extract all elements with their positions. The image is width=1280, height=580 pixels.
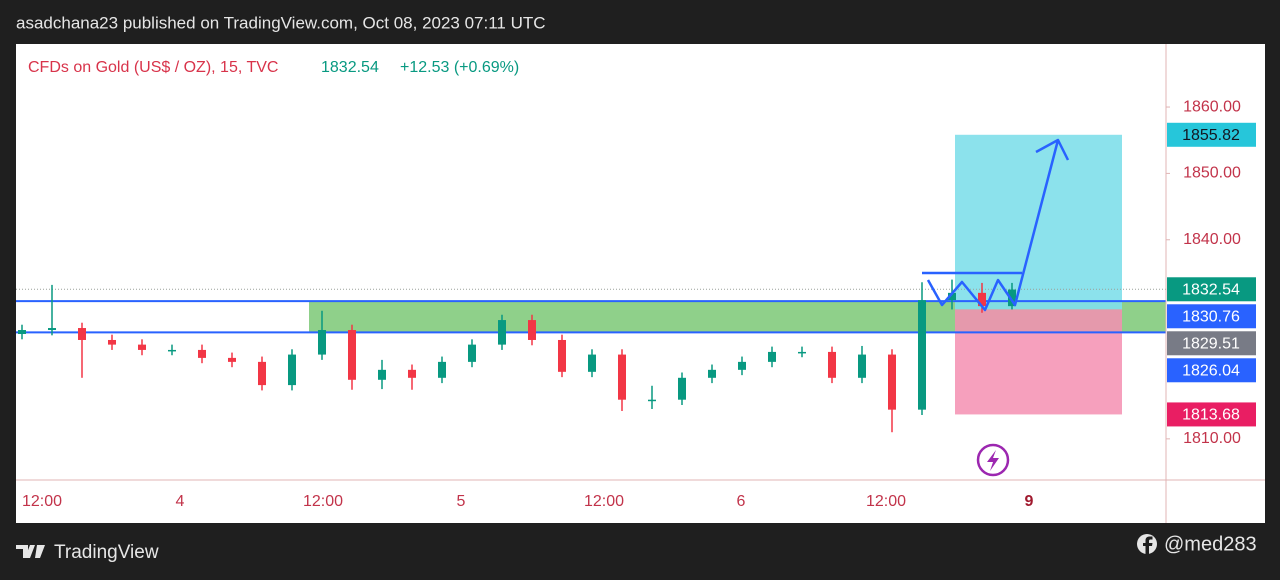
price-tag-label: 1813.68 bbox=[1182, 407, 1240, 424]
x-tick-label: 4 bbox=[176, 493, 185, 510]
candle-body bbox=[528, 320, 536, 340]
x-tick-label: 12:00 bbox=[866, 493, 906, 510]
price-tag-label: 1829.51 bbox=[1182, 335, 1240, 352]
candle-body bbox=[558, 339, 566, 372]
price-tag-label: 1830.76 bbox=[1182, 308, 1240, 325]
y-tick-label: 1860.00 bbox=[1183, 98, 1241, 115]
candle-body bbox=[48, 328, 56, 331]
candle-body bbox=[18, 330, 26, 335]
tv-logo bbox=[16, 545, 45, 558]
price-tag-label: 1832.54 bbox=[1182, 281, 1240, 298]
fb-icon bbox=[1137, 534, 1157, 554]
candle-body bbox=[288, 354, 296, 386]
price-tag-label: 1855.82 bbox=[1182, 127, 1240, 144]
x-tick-label: 5 bbox=[457, 493, 466, 510]
candle-body bbox=[978, 292, 986, 307]
change: +12.53 (+0.69%) bbox=[400, 59, 519, 76]
candle-body bbox=[258, 361, 266, 386]
candle-body bbox=[888, 354, 896, 410]
last-price: 1832.54 bbox=[321, 59, 379, 76]
price-tag-label: 1826.04 bbox=[1182, 362, 1240, 379]
price-tag bbox=[1167, 304, 1256, 329]
candle-body bbox=[138, 344, 146, 350]
candle-body bbox=[318, 330, 326, 355]
projection-arrow bbox=[922, 138, 1070, 312]
plot bbox=[16, 134, 1166, 433]
candle-body bbox=[78, 328, 86, 340]
candle-body bbox=[438, 361, 446, 378]
brand: TradingView bbox=[54, 542, 159, 563]
header: asadchana23 published on TradingView.com… bbox=[16, 13, 546, 32]
handle: @med283 bbox=[1164, 533, 1257, 555]
candle-body bbox=[678, 377, 686, 400]
candle-body bbox=[108, 339, 116, 345]
price-tag bbox=[1167, 331, 1256, 356]
price-tag bbox=[1167, 358, 1256, 383]
replay-icon bbox=[976, 443, 1010, 477]
x-tick-label: 12:00 bbox=[584, 493, 624, 510]
candle-body bbox=[498, 320, 506, 345]
candle-body bbox=[198, 349, 206, 358]
price-tag bbox=[1167, 122, 1256, 147]
profit-zone bbox=[955, 134, 1122, 310]
candle-body bbox=[948, 292, 956, 301]
x-tick-label: 9 bbox=[1025, 493, 1034, 510]
candle-body bbox=[228, 357, 236, 362]
candle-body bbox=[348, 330, 356, 380]
candle-body bbox=[858, 354, 866, 378]
candle-body bbox=[768, 351, 776, 362]
symbol: CFDs on Gold (US$ / OZ), 15, TVC bbox=[28, 59, 278, 76]
y-tick-label: 1840.00 bbox=[1183, 231, 1241, 248]
candle-body bbox=[588, 354, 596, 372]
price-tag bbox=[1167, 277, 1256, 302]
candle-body bbox=[828, 351, 836, 378]
candle-body bbox=[168, 349, 176, 352]
candle-body bbox=[648, 399, 656, 402]
candle-body bbox=[708, 369, 716, 378]
candle-body bbox=[738, 361, 746, 370]
x-tick-label: 12:00 bbox=[22, 493, 62, 510]
y-tick-label: 1850.00 bbox=[1183, 165, 1241, 182]
y-tick-label: 1810.00 bbox=[1183, 430, 1241, 447]
x-tick-label: 6 bbox=[737, 493, 746, 510]
candle-body bbox=[918, 300, 926, 410]
candle-body bbox=[408, 369, 416, 378]
price-tag bbox=[1167, 402, 1256, 427]
candle-body bbox=[1008, 289, 1016, 307]
candle-body bbox=[618, 354, 626, 400]
candle-body bbox=[378, 369, 386, 380]
candle-body bbox=[468, 344, 476, 362]
loss-zone bbox=[955, 309, 1122, 415]
candle-body bbox=[798, 351, 806, 354]
x-tick-label: 12:00 bbox=[303, 493, 343, 510]
